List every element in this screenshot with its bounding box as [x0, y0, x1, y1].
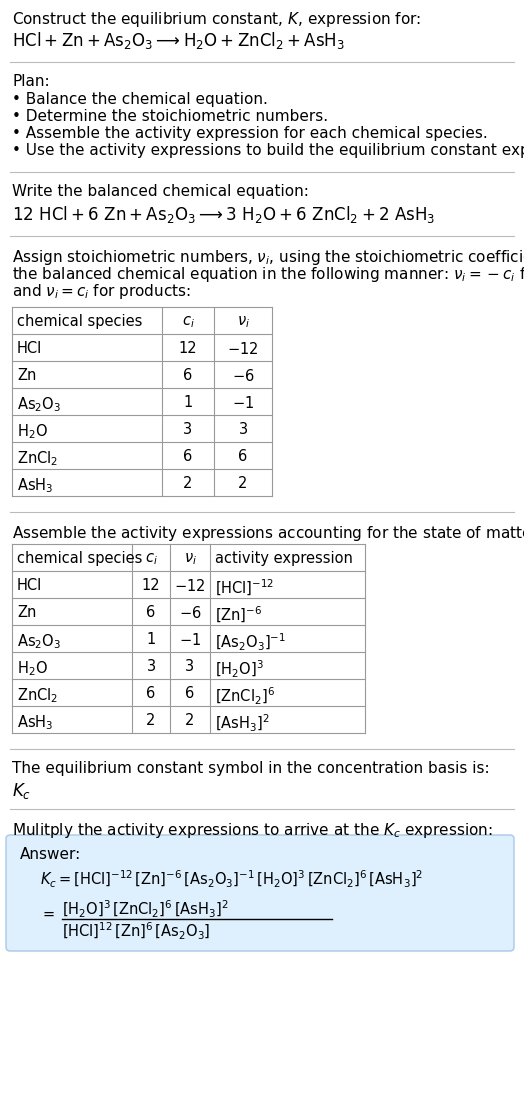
- Text: 6: 6: [238, 449, 248, 464]
- Text: • Determine the stoichiometric numbers.: • Determine the stoichiometric numbers.: [12, 108, 328, 124]
- Text: $[\mathrm{HCl}]^{-12}$: $[\mathrm{HCl}]^{-12}$: [215, 578, 275, 598]
- FancyBboxPatch shape: [6, 835, 514, 951]
- Text: $\mathrm{AsH_3}$: $\mathrm{AsH_3}$: [17, 713, 53, 732]
- Text: $[\mathrm{Zn}]^{-6}$: $[\mathrm{Zn}]^{-6}$: [215, 606, 263, 625]
- Text: 1: 1: [146, 632, 156, 646]
- Text: Plan:: Plan:: [12, 74, 50, 89]
- Text: $-1$: $-1$: [232, 395, 254, 411]
- Text: $-6$: $-6$: [232, 368, 254, 384]
- Text: $=$: $=$: [40, 906, 56, 921]
- Text: and $\nu_i = c_i$ for products:: and $\nu_i = c_i$ for products:: [12, 282, 191, 301]
- Text: the balanced chemical equation in the following manner: $\nu_i = -c_i$ for react: the balanced chemical equation in the fo…: [12, 265, 524, 284]
- Text: $[\mathrm{H_2O}]^{3}$: $[\mathrm{H_2O}]^{3}$: [215, 659, 264, 680]
- Text: $[\mathrm{HCl}]^{12}\,[\mathrm{Zn}]^6\,[\mathrm{As_2O_3}]$: $[\mathrm{HCl}]^{12}\,[\mathrm{Zn}]^6\,[…: [62, 921, 211, 942]
- Text: 2: 2: [146, 713, 156, 728]
- Text: Construct the equilibrium constant, $K$, expression for:: Construct the equilibrium constant, $K$,…: [12, 10, 421, 29]
- Text: $-6$: $-6$: [179, 606, 201, 621]
- Text: Assemble the activity expressions accounting for the state of matter and $\nu_i$: Assemble the activity expressions accoun…: [12, 524, 524, 544]
- Text: $\mathrm{As_2O_3}$: $\mathrm{As_2O_3}$: [17, 632, 61, 651]
- Text: 6: 6: [183, 449, 193, 464]
- Text: $\nu_i$: $\nu_i$: [236, 314, 249, 330]
- Text: 3: 3: [238, 422, 247, 437]
- Text: 2: 2: [185, 713, 195, 728]
- Text: chemical species: chemical species: [17, 551, 143, 566]
- Text: 3: 3: [183, 422, 192, 437]
- Text: $\mathrm{HCl + Zn + As_2O_3 \longrightarrow H_2O + ZnCl_2 + AsH_3}$: $\mathrm{HCl + Zn + As_2O_3 \longrightar…: [12, 30, 345, 51]
- Text: $\mathrm{H_2O}$: $\mathrm{H_2O}$: [17, 659, 48, 677]
- Text: 6: 6: [185, 686, 194, 701]
- Text: Assign stoichiometric numbers, $\nu_i$, using the stoichiometric coefficients, $: Assign stoichiometric numbers, $\nu_i$, …: [12, 248, 524, 267]
- Text: 6: 6: [146, 606, 156, 620]
- Text: 3: 3: [185, 659, 194, 674]
- Text: $\mathrm{ZnCl_2}$: $\mathrm{ZnCl_2}$: [17, 686, 58, 705]
- Text: $-12$: $-12$: [227, 341, 259, 356]
- Text: $[\mathrm{H_2O}]^3\,[\mathrm{ZnCl_2}]^6\,[\mathrm{AsH_3}]^2$: $[\mathrm{H_2O}]^3\,[\mathrm{ZnCl_2}]^6\…: [62, 899, 229, 920]
- Text: $\mathrm{12\ HCl + 6\ Zn + As_2O_3 \longrightarrow 3\ H_2O + 6\ ZnCl_2 + 2\ AsH_: $\mathrm{12\ HCl + 6\ Zn + As_2O_3 \long…: [12, 204, 435, 225]
- Text: $-1$: $-1$: [179, 632, 201, 648]
- Text: 1: 1: [183, 395, 193, 410]
- Text: $-12$: $-12$: [174, 578, 206, 594]
- Text: Zn: Zn: [17, 368, 36, 383]
- Text: chemical species: chemical species: [17, 314, 143, 329]
- Text: Write the balanced chemical equation:: Write the balanced chemical equation:: [12, 184, 309, 199]
- Text: 2: 2: [183, 476, 193, 492]
- Text: $\mathrm{As_2O_3}$: $\mathrm{As_2O_3}$: [17, 395, 61, 414]
- Text: • Assemble the activity expression for each chemical species.: • Assemble the activity expression for e…: [12, 126, 488, 141]
- Text: $c_i$: $c_i$: [182, 314, 194, 330]
- Text: 3: 3: [146, 659, 156, 674]
- Text: $[\mathrm{ZnCl_2}]^{6}$: $[\mathrm{ZnCl_2}]^{6}$: [215, 686, 275, 707]
- Text: $\mathrm{ZnCl_2}$: $\mathrm{ZnCl_2}$: [17, 449, 58, 467]
- Text: $\mathrm{AsH_3}$: $\mathrm{AsH_3}$: [17, 476, 53, 495]
- Text: activity expression: activity expression: [215, 551, 353, 566]
- Text: $[\mathrm{AsH_3}]^{2}$: $[\mathrm{AsH_3}]^{2}$: [215, 713, 270, 734]
- Text: 2: 2: [238, 476, 248, 492]
- Text: 6: 6: [146, 686, 156, 701]
- Text: The equilibrium constant symbol in the concentration basis is:: The equilibrium constant symbol in the c…: [12, 761, 489, 776]
- Text: $[\mathrm{As_2O_3}]^{-1}$: $[\mathrm{As_2O_3}]^{-1}$: [215, 632, 286, 653]
- Text: $K_c$: $K_c$: [12, 782, 31, 801]
- Text: $c_i$: $c_i$: [145, 551, 157, 567]
- Text: Answer:: Answer:: [20, 847, 81, 862]
- Text: Zn: Zn: [17, 606, 36, 620]
- Text: 12: 12: [141, 578, 160, 593]
- Text: • Use the activity expressions to build the equilibrium constant expression.: • Use the activity expressions to build …: [12, 143, 524, 158]
- Text: $\mathrm{H_2O}$: $\mathrm{H_2O}$: [17, 422, 48, 441]
- Text: $\nu_i$: $\nu_i$: [183, 551, 196, 567]
- Text: 6: 6: [183, 368, 193, 383]
- Text: HCl: HCl: [17, 341, 42, 356]
- Text: 12: 12: [179, 341, 198, 356]
- Text: $K_c = [\mathrm{HCl}]^{-12}\,[\mathrm{Zn}]^{-6}\,[\mathrm{As_2O_3}]^{-1}\,[\math: $K_c = [\mathrm{HCl}]^{-12}\,[\mathrm{Zn…: [40, 869, 423, 890]
- Text: • Balance the chemical equation.: • Balance the chemical equation.: [12, 92, 268, 107]
- Text: Mulitply the activity expressions to arrive at the $K_c$ expression:: Mulitply the activity expressions to arr…: [12, 821, 493, 840]
- Text: HCl: HCl: [17, 578, 42, 593]
